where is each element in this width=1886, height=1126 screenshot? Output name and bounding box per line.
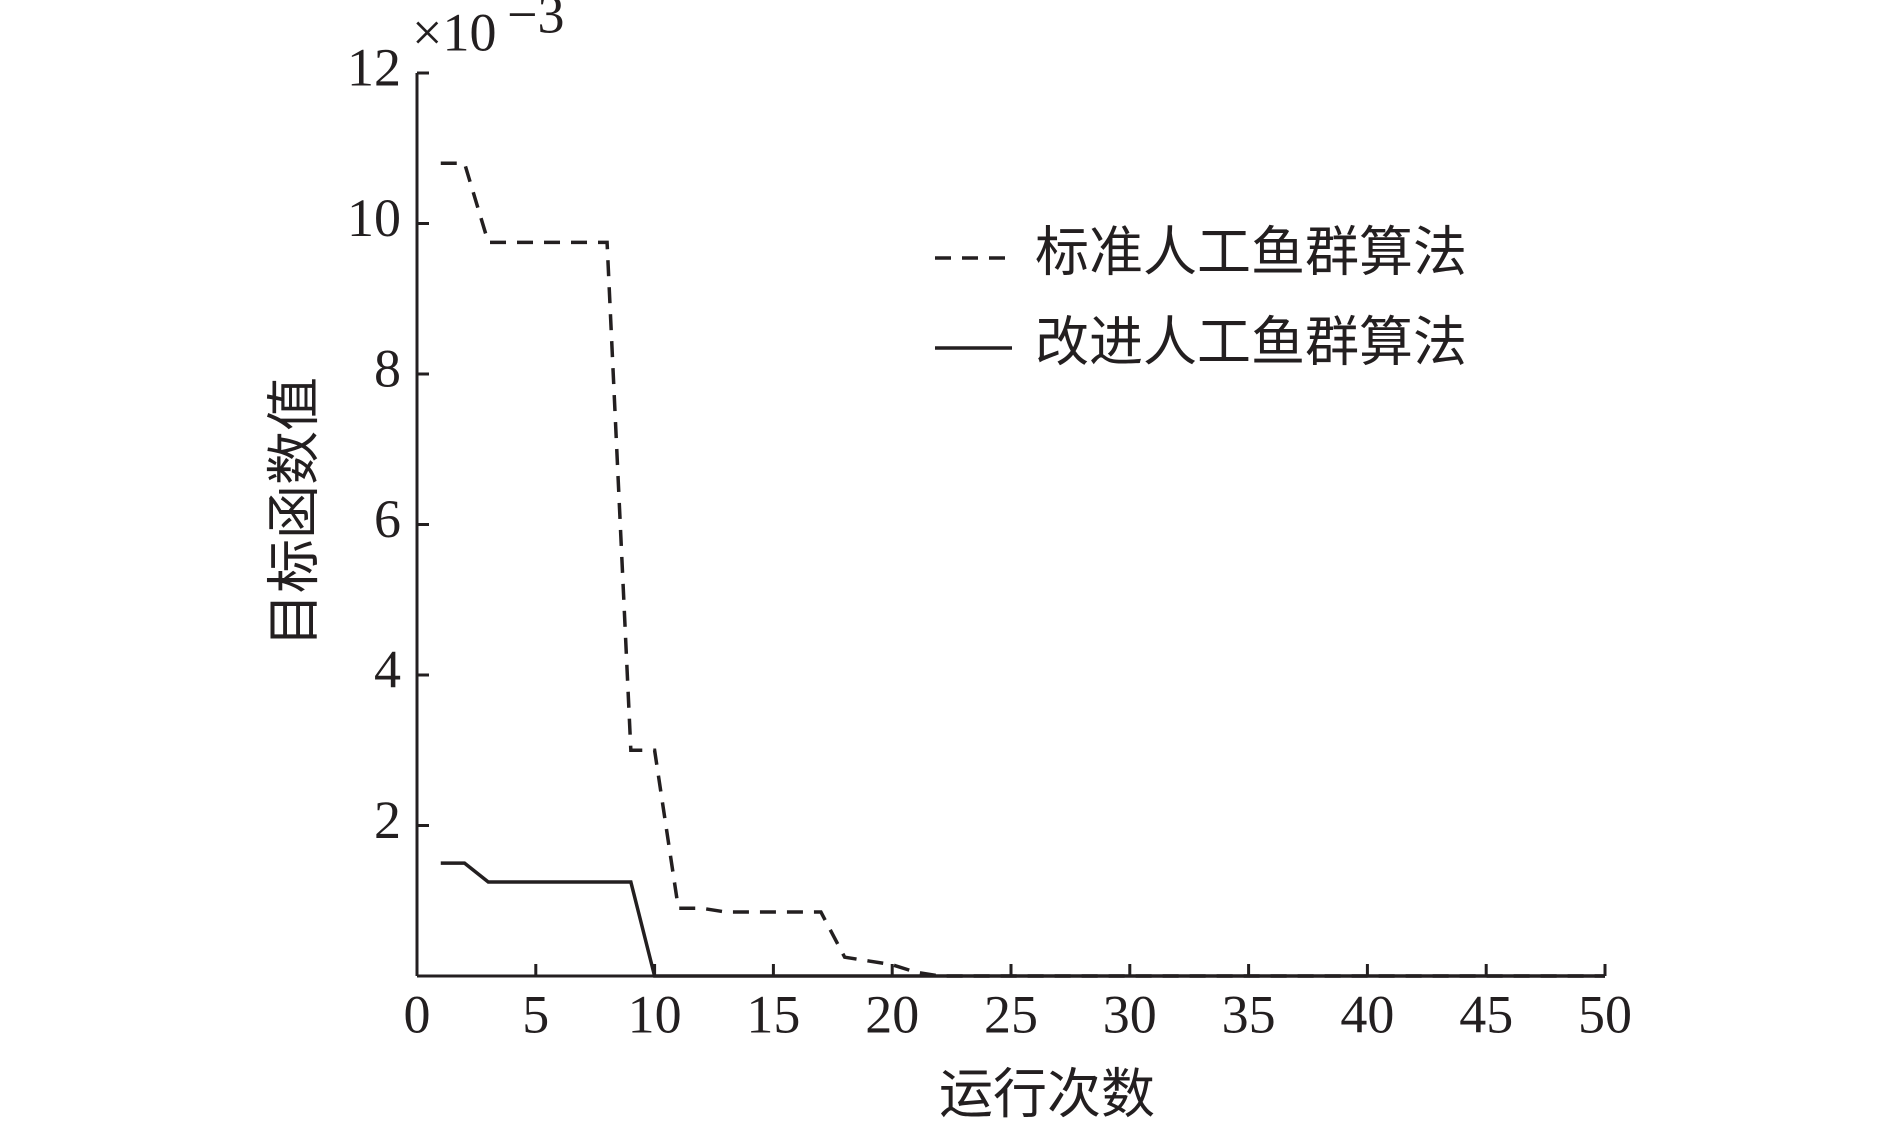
x-tick-label: 25 (984, 984, 1038, 1044)
y-tick-label: 12 (347, 37, 401, 97)
x-tick-label: 45 (1459, 984, 1513, 1044)
y-tick-label: 4 (374, 639, 401, 699)
x-tick-label: 5 (522, 984, 549, 1044)
x-axis-label: 运行次数 (939, 1064, 1155, 1124)
y-tick-label: 8 (374, 338, 401, 398)
scale-exponent: −3 (507, 0, 564, 44)
legend-label: 改进人工鱼群算法 (1035, 312, 1467, 372)
scale-base: ×10 (412, 2, 496, 62)
x-tick-label: 20 (865, 984, 919, 1044)
x-tick-label: 10 (628, 984, 682, 1044)
y-axis-label: 目标函数值 (264, 377, 324, 647)
x-tick-label: 40 (1340, 984, 1394, 1044)
x-tick-label: 50 (1578, 984, 1632, 1044)
series-line (440, 161, 1605, 978)
series-line (440, 861, 1605, 978)
x-tick-label: 0 (404, 984, 431, 1044)
legend-label: 标准人工鱼群算法 (1035, 222, 1467, 282)
x-tick-label: 30 (1103, 984, 1157, 1044)
y-tick-label: 10 (347, 188, 401, 248)
y-tick-label: 6 (374, 489, 401, 549)
x-tick-label: 35 (1222, 984, 1276, 1044)
y-tick-label: 2 (374, 790, 401, 850)
x-tick-label: 15 (746, 984, 800, 1044)
